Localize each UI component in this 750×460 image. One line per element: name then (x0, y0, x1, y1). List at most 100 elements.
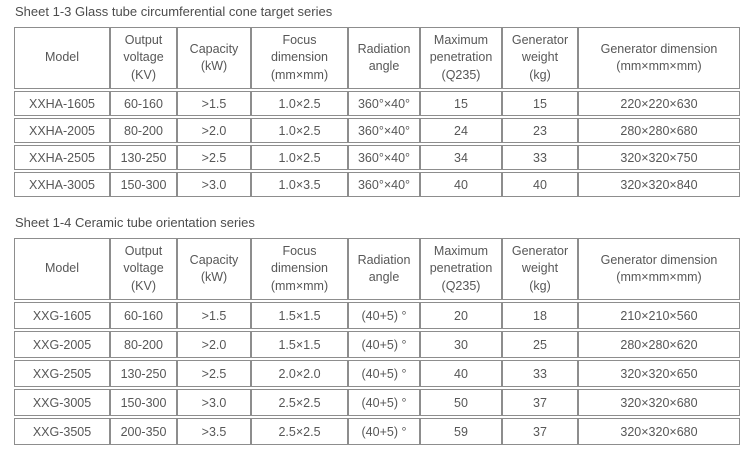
column-header-focus-dimension: Focus dimension (mm×mm) (251, 27, 348, 89)
cell-maximum-penetration: 59 (420, 418, 502, 445)
column-header-capacity: Capacity (kW) (177, 238, 251, 300)
cell-model: XXHA-2005 (14, 118, 110, 143)
table-row: XXHA-2505 130-250 >2.5 1.0×2.5 360°×40° 34 33 3… (14, 145, 740, 170)
column-header-generator-weight: Generator weight (kg) (502, 27, 578, 89)
cell-capacity: >2.0 (177, 331, 251, 358)
cell-radiation-angle: (40+5) ° (348, 331, 420, 358)
page-content: Sheet 1-3 Glass tube circumferential con… (14, 4, 740, 447)
table-row: XXG-3005 150-300 >3.0 2.5×2.5 (40+5) ° 50 37 32… (14, 389, 740, 416)
table-row: XXHA-3005 150-300 >3.0 1.0×3.5 360°×40° 40 40 3… (14, 172, 740, 197)
column-header-radiation-angle: Radiation angle (348, 238, 420, 300)
cell-model: XXG-2005 (14, 331, 110, 358)
cell-radiation-angle: (40+5) ° (348, 389, 420, 416)
table-row: XXG-1605 60-160 >1.5 1.5×1.5 (40+5) ° 20 18 210… (14, 302, 740, 329)
cell-maximum-penetration: 34 (420, 145, 502, 170)
cell-output-voltage: 130-250 (110, 360, 177, 387)
cell-output-voltage: 80-200 (110, 118, 177, 143)
cell-maximum-penetration: 50 (420, 389, 502, 416)
cell-model: XXHA-2505 (14, 145, 110, 170)
cell-radiation-angle: 360°×40° (348, 172, 420, 197)
cell-maximum-penetration: 40 (420, 360, 502, 387)
cell-output-voltage: 150-300 (110, 389, 177, 416)
cell-generator-dimension: 320×320×650 (578, 360, 740, 387)
column-header-output-voltage: Output voltage (KV) (110, 27, 177, 89)
cell-output-voltage: 80-200 (110, 331, 177, 358)
column-header-generator-dimension: Generator dimension (mm×mm×mm) (578, 27, 740, 89)
cell-generator-dimension: 320×320×750 (578, 145, 740, 170)
cell-model: XXG-2505 (14, 360, 110, 387)
cell-maximum-penetration: 15 (420, 91, 502, 116)
cell-maximum-penetration: 24 (420, 118, 502, 143)
column-header-generator-weight: Generator weight (kg) (502, 238, 578, 300)
cell-generator-weight: 40 (502, 172, 578, 197)
cell-generator-weight: 37 (502, 389, 578, 416)
cell-radiation-angle: (40+5) ° (348, 418, 420, 445)
cell-generator-weight: 15 (502, 91, 578, 116)
cell-generator-dimension: 280×280×620 (578, 331, 740, 358)
column-header-focus-dimension: Focus dimension (mm×mm) (251, 238, 348, 300)
cell-generator-dimension: 320×320×680 (578, 418, 740, 445)
cell-generator-weight: 37 (502, 418, 578, 445)
column-header-maximum-penetration: Maximum penetration (Q235) (420, 27, 502, 89)
cell-output-voltage: 130-250 (110, 145, 177, 170)
cell-generator-dimension: 220×220×630 (578, 91, 740, 116)
cell-generator-weight: 18 (502, 302, 578, 329)
cell-capacity: >3.5 (177, 418, 251, 445)
table-row: XXHA-1605 60-160 >1.5 1.0×2.5 360°×40° 15 15 22… (14, 91, 740, 116)
cell-maximum-penetration: 30 (420, 331, 502, 358)
cell-maximum-penetration: 40 (420, 172, 502, 197)
cell-output-voltage: 60-160 (110, 302, 177, 329)
cell-generator-weight: 33 (502, 145, 578, 170)
column-header-output-voltage: Output voltage (KV) (110, 238, 177, 300)
cell-generator-dimension: 280×280×680 (578, 118, 740, 143)
cell-capacity: >2.0 (177, 118, 251, 143)
cell-focus-dimension: 2.0×2.0 (251, 360, 348, 387)
cell-capacity: >1.5 (177, 91, 251, 116)
cell-capacity: >3.0 (177, 389, 251, 416)
cell-radiation-angle: 360°×40° (348, 145, 420, 170)
cell-focus-dimension: 1.5×1.5 (251, 331, 348, 358)
header-row: Model Output voltage (KV) Capacity (kW) Foc… (14, 27, 740, 89)
cell-generator-weight: 25 (502, 331, 578, 358)
column-header-capacity: Capacity (kW) (177, 27, 251, 89)
cell-capacity: >2.5 (177, 145, 251, 170)
cell-generator-weight: 23 (502, 118, 578, 143)
cell-focus-dimension: 2.5×2.5 (251, 389, 348, 416)
header-row: Model Output voltage (KV) Capacity (kW) Foc… (14, 238, 740, 300)
cell-model: XXHA-3005 (14, 172, 110, 197)
table-row: XXHA-2005 80-200 >2.0 1.0×2.5 360°×40° 24 23 28… (14, 118, 740, 143)
cell-capacity: >2.5 (177, 360, 251, 387)
cell-output-voltage: 200-350 (110, 418, 177, 445)
cell-model: XXG-1605 (14, 302, 110, 329)
column-header-model: Model (14, 27, 110, 89)
column-header-radiation-angle: Radiation angle (348, 27, 420, 89)
table-row: XXG-2005 80-200 >2.0 1.5×1.5 (40+5) ° 30 25 280… (14, 331, 740, 358)
column-header-generator-dimension: Generator dimension (mm×mm×mm) (578, 238, 740, 300)
cell-generator-dimension: 210×210×560 (578, 302, 740, 329)
cell-focus-dimension: 1.0×3.5 (251, 172, 348, 197)
cell-radiation-angle: 360°×40° (348, 91, 420, 116)
cell-focus-dimension: 1.5×1.5 (251, 302, 348, 329)
cell-output-voltage: 150-300 (110, 172, 177, 197)
cell-focus-dimension: 1.0×2.5 (251, 91, 348, 116)
table-row: XXG-3505 200-350 >3.5 2.5×2.5 (40+5) ° 59 37 32… (14, 418, 740, 445)
sheet-1-3-title: Sheet 1-3 Glass tube circumferential con… (15, 4, 333, 19)
cell-focus-dimension: 2.5×2.5 (251, 418, 348, 445)
cell-model: XXG-3005 (14, 389, 110, 416)
column-header-maximum-penetration: Maximum penetration (Q235) (420, 238, 502, 300)
cell-capacity: >1.5 (177, 302, 251, 329)
table-row: XXG-2505 130-250 >2.5 2.0×2.0 (40+5) ° 40 33 32… (14, 360, 740, 387)
cell-model: XXHA-1605 (14, 91, 110, 116)
sheet-1-3-table: Model Output voltage (KV) Capacity (kW) Foc… (14, 25, 740, 199)
cell-capacity: >3.0 (177, 172, 251, 197)
cell-output-voltage: 60-160 (110, 91, 177, 116)
cell-radiation-angle: (40+5) ° (348, 360, 420, 387)
sheet-1-4-table: Model Output voltage (KV) Capacity (kW) Foc… (14, 236, 740, 447)
cell-generator-dimension: 320×320×840 (578, 172, 740, 197)
cell-focus-dimension: 1.0×2.5 (251, 118, 348, 143)
cell-radiation-angle: 360°×40° (348, 118, 420, 143)
cell-focus-dimension: 1.0×2.5 (251, 145, 348, 170)
cell-maximum-penetration: 20 (420, 302, 502, 329)
sheet-1-4-title: Sheet 1-4 Ceramic tube orientation serie… (15, 215, 255, 230)
cell-radiation-angle: (40+5) ° (348, 302, 420, 329)
